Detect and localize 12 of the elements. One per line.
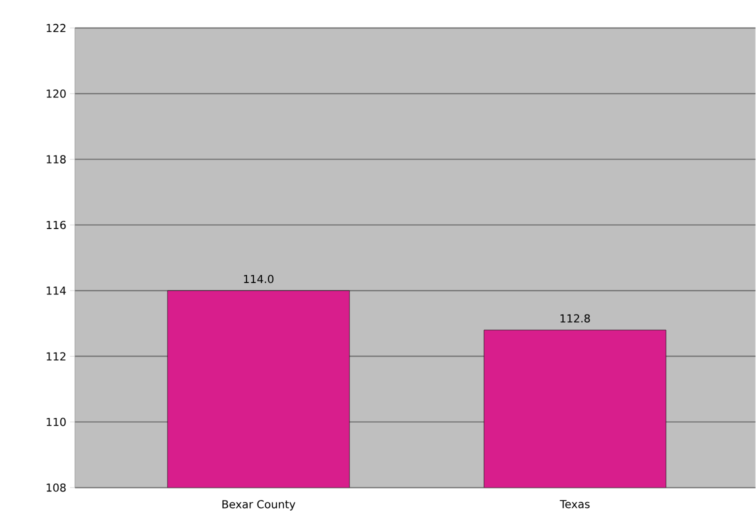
y-tick-label: 110 (46, 418, 66, 426)
y-tick-label: 120 (46, 90, 66, 98)
data-label: 112.8 (560, 314, 590, 323)
y-tick-label: 116 (46, 221, 66, 230)
x-tick-label: Texas (560, 500, 590, 508)
y-tick-label: 108 (46, 484, 66, 492)
x-tick-label: Bexar County (222, 500, 296, 511)
y-tick-label: 112 (46, 352, 66, 361)
y-tick-label: 114 (46, 286, 66, 295)
y-tick-label: 122 (46, 24, 66, 32)
data-label: 114.0 (244, 275, 274, 284)
y-tick-label: 118 (46, 155, 66, 164)
